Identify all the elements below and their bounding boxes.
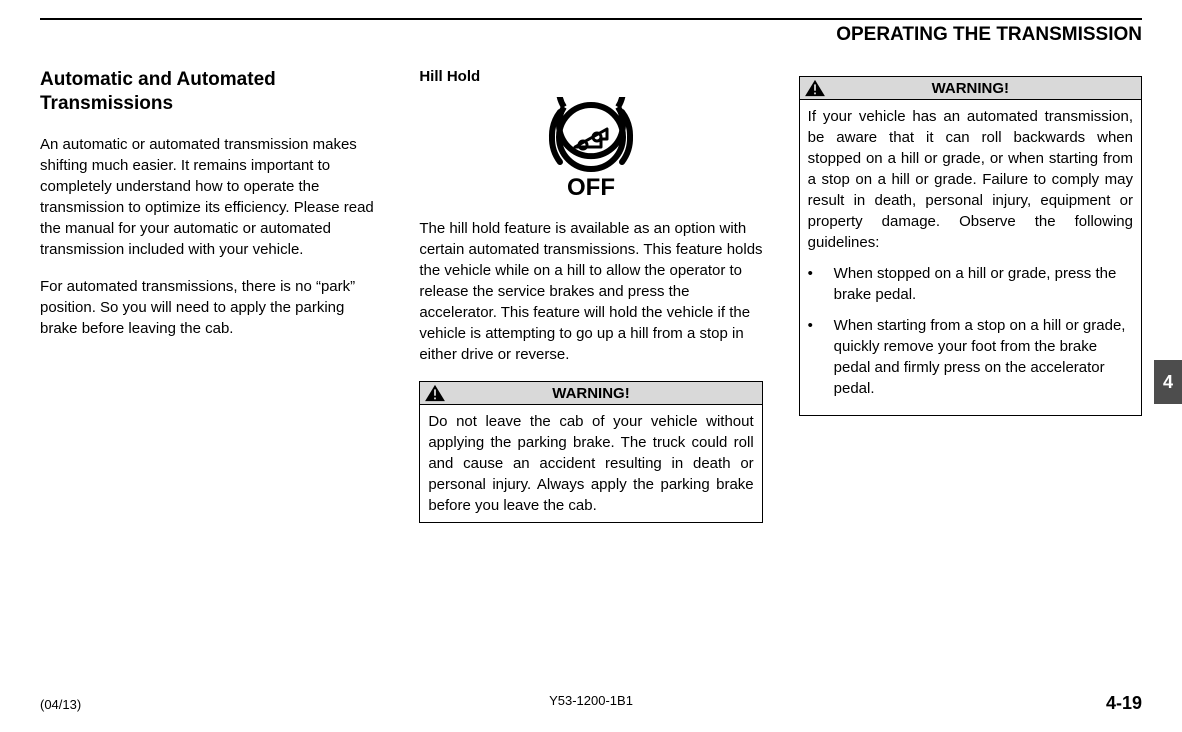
warning-triangle-icon [804,79,826,97]
content-columns: Automatic and Automated Transmissions An… [40,68,1142,537]
hill-hold-heading: Hill Hold [419,68,762,85]
col1-para1: An automatic or automated transmission m… [40,134,383,260]
footer-right: 4-19 [1106,693,1142,714]
warning-header-1: WARNING! [420,382,761,405]
page-header-title: OPERATING THE TRANSMISSION [40,24,1142,46]
column-2: Hill Hold OFF The hill hold [419,68,762,537]
warning-bullet-list: • When stopped on a hill or grade, press… [808,263,1133,399]
section-title: Automatic and Automated Transmissions [40,68,383,116]
col2-para1: The hill hold feature is available as an… [419,218,762,365]
col1-para2: For automated transmissions, there is no… [40,276,383,339]
warning-body-2-text: If your vehicle has an automated transmi… [808,108,1133,251]
warning-bullet-1: • When stopped on a hill or grade, press… [808,263,1133,305]
off-icon-label: OFF [567,174,615,197]
warning-body-1: Do not leave the cab of your vehicle wit… [420,405,761,522]
chapter-tab: 4 [1154,360,1182,404]
column-3: WARNING! If your vehicle has an automate… [799,68,1142,537]
warning-title-2: WARNING! [826,80,1137,97]
column-1: Automatic and Automated Transmissions An… [40,68,383,537]
bullet-mark: • [808,263,834,305]
bullet-text-2: When starting from a stop on a hill or g… [834,315,1133,399]
page-footer: (04/13) Y53-1200-1B1 4-19 [40,693,1142,714]
warning-body-2: If your vehicle has an automated transmi… [800,100,1141,415]
warning-header-2: WARNING! [800,77,1141,100]
warning-box-2: WARNING! If your vehicle has an automate… [799,76,1142,416]
footer-center: Y53-1200-1B1 [549,693,633,708]
header-rule [40,18,1142,20]
warning-triangle-icon [424,384,446,402]
hill-hold-icon: OFF [419,97,762,202]
bullet-mark: • [808,315,834,399]
bullet-text-1: When stopped on a hill or grade, press t… [834,263,1133,305]
warning-box-1: WARNING! Do not leave the cab of your ve… [419,381,762,523]
footer-left: (04/13) [40,697,81,712]
warning-title-1: WARNING! [446,385,757,402]
warning-bullet-2: • When starting from a stop on a hill or… [808,315,1133,399]
